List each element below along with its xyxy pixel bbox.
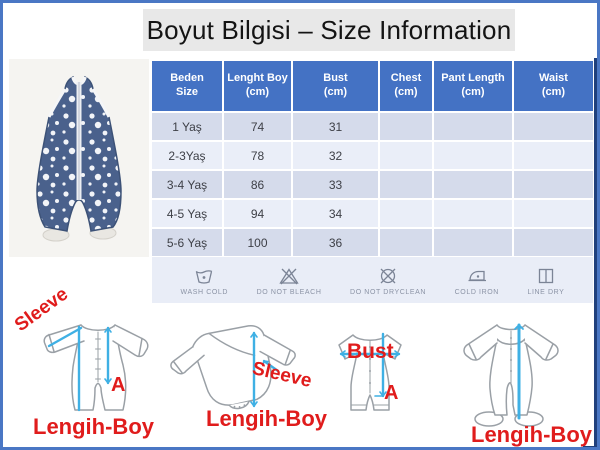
table-cell xyxy=(434,229,512,256)
table-cell xyxy=(434,113,512,140)
table-cell xyxy=(514,200,593,227)
table-cell: 100 xyxy=(224,229,291,256)
measure-a-annotation: A xyxy=(384,382,399,404)
table-cell xyxy=(514,142,593,169)
measure-lines xyxy=(49,327,111,410)
measure-lines xyxy=(515,325,523,418)
care-label: DO NOT DRYCLEAN xyxy=(350,288,427,296)
care-instructions-strip: WASH COLD DO NOT BLEACH DO NOT DRYCLEAN xyxy=(152,257,593,303)
care-label: DO NOT BLEACH xyxy=(256,288,322,296)
bodysuit-length-diagram xyxy=(166,319,308,415)
do-not-dryclean-icon xyxy=(380,268,396,283)
care-item: WASH COLD xyxy=(181,265,229,296)
table-cell: 34 xyxy=(293,200,378,227)
table-cell: 4-5 Yaş xyxy=(152,200,222,227)
table-cell xyxy=(514,113,593,140)
table-cell xyxy=(434,142,512,169)
navy-accent-line-horizontal xyxy=(583,446,597,447)
table-cell: 86 xyxy=(224,171,291,198)
length-annotation: Lengih-Boy xyxy=(33,414,154,439)
sleepsuit-length-diagram xyxy=(449,323,573,431)
table-cell: 36 xyxy=(293,229,378,256)
sleep-sack-image xyxy=(36,75,122,242)
table-cell xyxy=(380,113,432,140)
cold-iron-icon xyxy=(468,270,486,281)
column-header: Pant Length (cm) xyxy=(434,61,512,111)
bust-annotation: Bust xyxy=(347,340,394,363)
wash-cold-icon xyxy=(195,269,213,284)
column-header: Bust (cm) xyxy=(293,61,378,111)
table-cell xyxy=(380,142,432,169)
measure-lines xyxy=(251,333,278,406)
romper-bust-diagram xyxy=(319,325,423,423)
table-cell xyxy=(380,229,432,256)
product-photo xyxy=(9,59,149,257)
care-item: DO NOT BLEACH xyxy=(257,265,322,296)
table-cell xyxy=(434,200,512,227)
table-cell xyxy=(434,171,512,198)
table-cell xyxy=(514,171,593,198)
table-cell: 3-4 Yaş xyxy=(152,171,222,198)
column-header: Waist (cm) xyxy=(514,61,593,111)
armhole-trim-right xyxy=(91,88,111,118)
table-cell xyxy=(380,171,432,198)
romper-length-diagram xyxy=(29,309,163,421)
column-header: Chest (cm) xyxy=(380,61,432,111)
care-item: COLD IRON xyxy=(455,265,499,296)
table-cell: 33 xyxy=(293,171,378,198)
table-cell: 74 xyxy=(224,113,291,140)
table-cell: 1 Yaş xyxy=(152,113,222,140)
table-cell: 78 xyxy=(224,142,291,169)
care-label: COLD IRON xyxy=(454,288,499,296)
table-cell: 5-6 Yaş xyxy=(152,229,222,256)
armhole-trim-left xyxy=(47,88,67,118)
table-cell xyxy=(514,229,593,256)
measure-lines xyxy=(341,334,399,396)
care-label: WASH COLD xyxy=(180,288,229,296)
table-cell xyxy=(380,200,432,227)
line-dry-icon xyxy=(538,268,554,283)
column-header: Lenght Boy (cm) xyxy=(224,61,291,111)
page-title: Boyut Bilgisi – Size Information xyxy=(146,14,512,45)
care-item: LINE DRY xyxy=(527,265,564,296)
column-header: Beden Size xyxy=(152,61,222,111)
care-label: LINE DRY xyxy=(527,288,565,296)
measure-a-annotation: A xyxy=(111,374,126,396)
navy-accent-line-vertical xyxy=(594,58,597,447)
table-cell: 32 xyxy=(293,142,378,169)
table-cell: 94 xyxy=(224,200,291,227)
size-table: Beden Size Lenght Boy (cm) Bust (cm) Chest(… xyxy=(152,61,593,256)
table-cell: 31 xyxy=(293,113,378,140)
length-annotation: Lengih-Boy xyxy=(206,406,327,431)
title-bar: Boyut Bilgisi – Size Information xyxy=(143,9,515,51)
do-not-bleach-icon xyxy=(279,267,299,284)
table-cell: 2-3Yaş xyxy=(152,142,222,169)
care-item: DO NOT DRYCLEAN xyxy=(350,265,426,296)
length-annotation: Lengih-Boy xyxy=(471,422,592,447)
